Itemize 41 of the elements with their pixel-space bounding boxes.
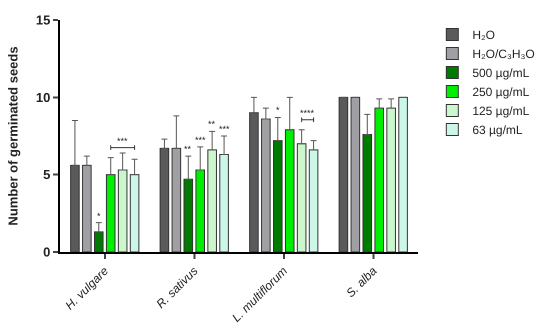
legend-label: H₂O [472, 28, 495, 42]
legend-label: 250 µg/mL [472, 85, 530, 100]
data-label: ** [208, 119, 216, 129]
bar [398, 96, 408, 252]
data-label: *** [219, 124, 230, 134]
bar [183, 178, 194, 252]
bar [172, 148, 182, 252]
bar [130, 174, 140, 252]
bar [106, 174, 116, 252]
bar [219, 154, 229, 252]
annotation: **** [300, 108, 315, 118]
data-label: ** [184, 144, 192, 154]
bar [82, 164, 92, 252]
bar [296, 143, 306, 252]
bar [272, 140, 283, 252]
bar [118, 170, 128, 252]
legend-label: 125 µg/mL [472, 104, 530, 118]
legend-label: 500 µg/mL [472, 66, 530, 80]
bar [94, 231, 104, 252]
annotation: *** [117, 136, 128, 146]
bar [261, 118, 271, 252]
data-label: * [276, 105, 280, 115]
x-tick-label: S. alba [343, 264, 380, 300]
bar [374, 108, 384, 252]
bar [308, 149, 318, 252]
bar [195, 170, 206, 252]
legend-label: H₂O/C₃H₃O [472, 47, 535, 62]
data-label: * [97, 211, 101, 221]
bar [207, 149, 217, 252]
y-tick-label: 10 [36, 90, 50, 105]
y-axis-title: Number of germinated seeds [5, 46, 20, 226]
bar [386, 108, 396, 252]
y-tick-label: 0 [43, 244, 50, 260]
bar [284, 129, 295, 252]
bar [338, 96, 348, 252]
y-tick-label: 5 [43, 167, 50, 182]
y-tick-label: 15 [36, 12, 50, 28]
bar [362, 134, 372, 252]
bar [350, 96, 360, 252]
data-label: *** [195, 135, 206, 145]
legend-label: 63 µg/mL [472, 123, 523, 138]
